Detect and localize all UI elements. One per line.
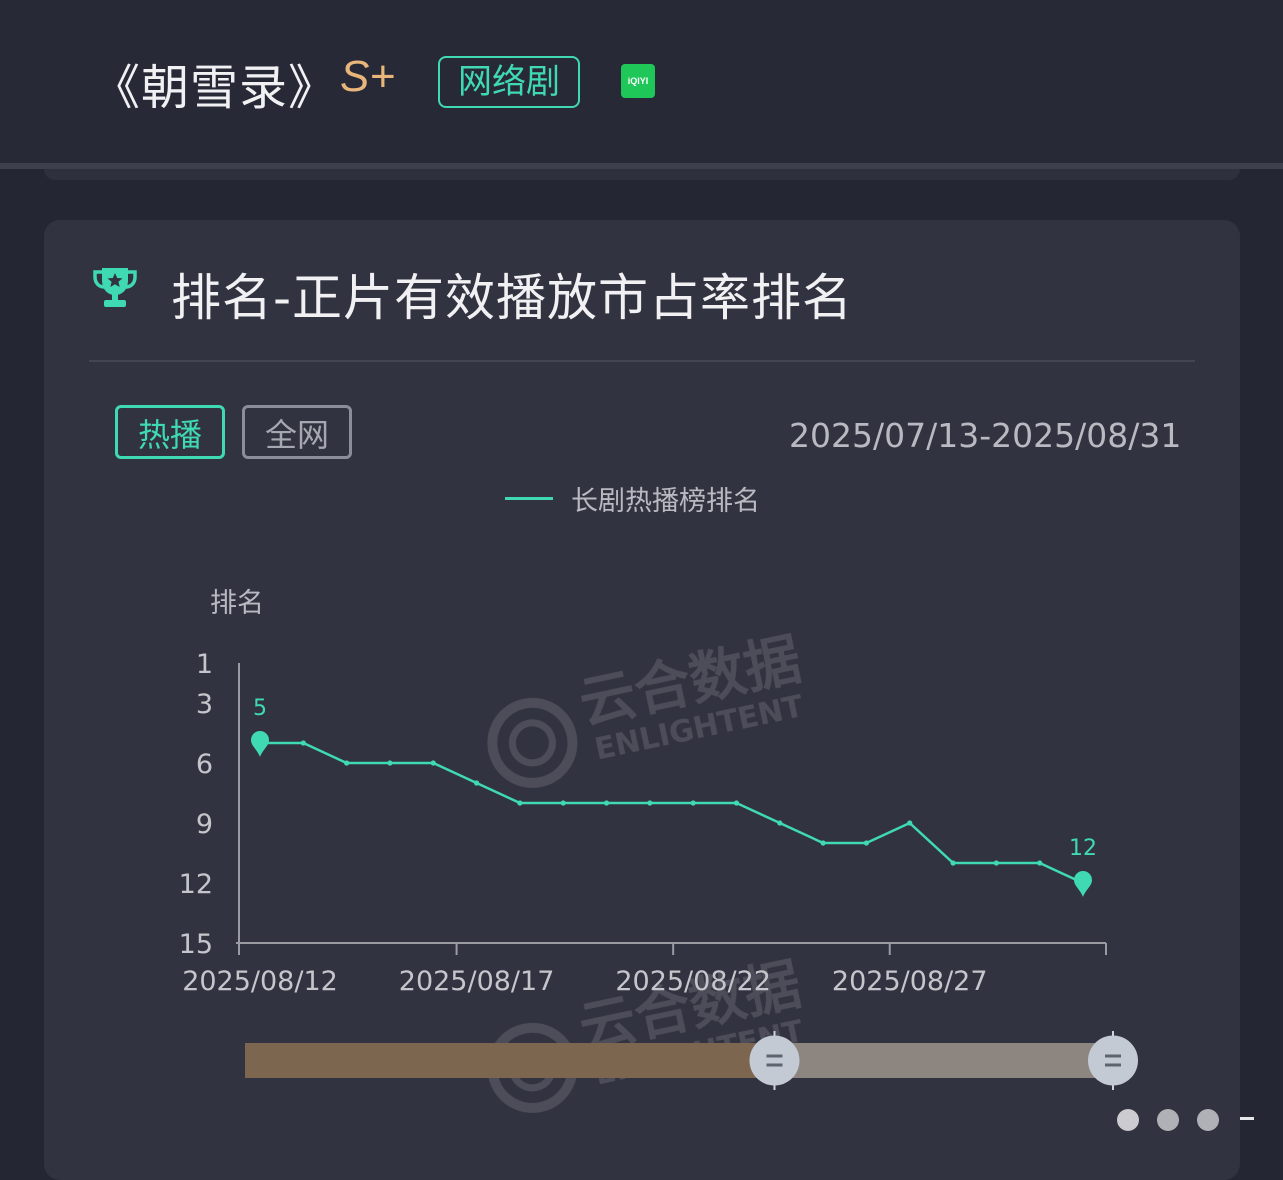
data-point (473, 780, 480, 786)
y-tick-label: 9 (196, 809, 213, 840)
previous-card-bottom (44, 169, 1240, 180)
legend-label: 长剧热播榜排名 (571, 485, 760, 517)
marker-pin (1074, 871, 1092, 897)
data-point (733, 800, 740, 806)
watermark-logo-icon (508, 719, 556, 767)
data-point (603, 800, 610, 806)
data-point (690, 800, 696, 806)
legend-swatch (505, 496, 553, 500)
data-point (993, 860, 999, 866)
tab-hot[interactable]: 热播 (115, 405, 225, 459)
data-point (300, 740, 306, 746)
trophy-icon (93, 268, 137, 307)
iqiyi-logo-icon: iQIYI (621, 64, 655, 98)
data-point (647, 800, 653, 806)
data-point (1037, 860, 1043, 866)
y-axis-label: 排名 (210, 588, 264, 619)
data-point (907, 820, 913, 826)
grip-icon (766, 1054, 783, 1058)
grip-icon (1105, 1054, 1121, 1058)
x-tick-label: 2025/08/12 (182, 966, 338, 997)
data-point (950, 860, 956, 866)
data-point (430, 760, 436, 766)
data-label: 12 (1069, 836, 1097, 861)
x-tick-label: 2025/08/27 (832, 966, 988, 997)
marker-pin (251, 731, 269, 757)
section-divider (89, 360, 1195, 362)
grade-badge: S+ (340, 52, 396, 101)
show-title: 《朝雪录》 (92, 60, 338, 116)
grip-icon (766, 1063, 783, 1067)
zoom-handle-knob[interactable] (749, 1035, 800, 1086)
series-line (260, 741, 1084, 885)
tab-all-network[interactable]: 全网 (242, 405, 352, 459)
data-point (777, 820, 783, 826)
y-tick-label: 6 (196, 749, 213, 780)
x-tick-label: 2025/08/22 (615, 966, 771, 997)
type-tag: 网络剧 (438, 56, 580, 108)
data-point (560, 800, 566, 806)
zoom-handle-knob[interactable] (1088, 1035, 1138, 1086)
header-divider (0, 163, 1283, 169)
data-point (387, 760, 393, 766)
data-point (863, 840, 870, 846)
data-point (517, 800, 523, 806)
ranking-card (44, 220, 1240, 1180)
zoom-start-handle[interactable] (749, 1031, 800, 1090)
data-point (344, 760, 350, 766)
y-tick-label: 3 (196, 689, 213, 720)
date-range: 2025/07/13-2025/08/31 (789, 416, 1182, 455)
zoom-selected-range[interactable] (774, 1043, 1113, 1078)
data-point (820, 840, 826, 846)
y-tick-label: 12 (179, 869, 213, 900)
zoom-end-handle[interactable] (1088, 1031, 1138, 1090)
grip-icon (1105, 1063, 1121, 1067)
data-label: 5 (253, 696, 267, 721)
more-options-icon[interactable] (1110, 1100, 1260, 1140)
section-title: 排名-正片有效播放市占率排名 (171, 269, 854, 327)
chart-legend[interactable]: 长剧热播榜排名 (505, 480, 760, 517)
rank-line-chart: 云合数据ENLIGHTENT云合数据ENLIGHTENT 排名 13691215… (179, 588, 1138, 1113)
watermark-logo-icon (487, 697, 578, 788)
x-tick-label: 2025/08/17 (399, 966, 555, 997)
y-tick-label: 15 (179, 929, 213, 960)
y-tick-label: 1 (196, 649, 213, 680)
